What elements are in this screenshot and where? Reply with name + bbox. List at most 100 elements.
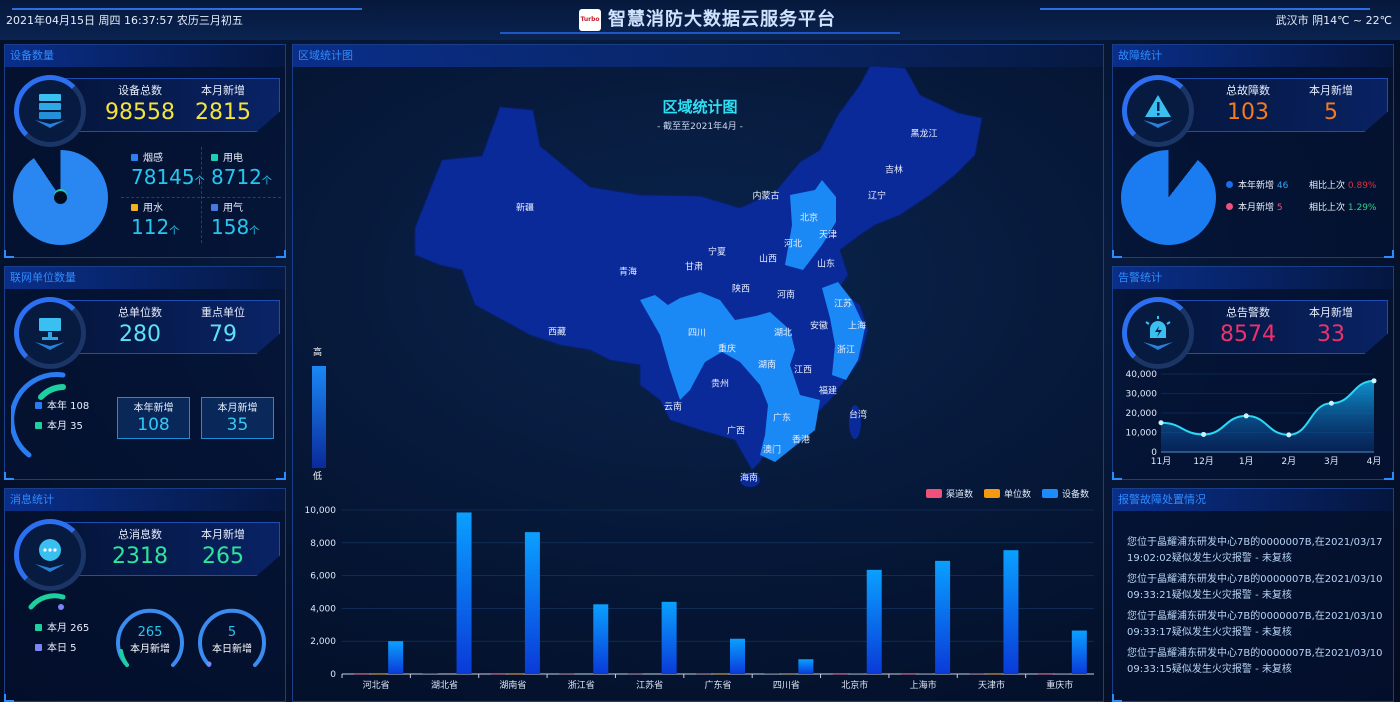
unit-key-value: 79 [209,322,237,347]
message-total-value: 2318 [112,544,168,569]
alarm-message[interactable]: 您位于晶耀浦东研发中心7B的0000007B,在2021/03/10 09:33… [1127,611,1383,638]
units-panel: 联网单位数量 总单位数 280 重点单位 79 本年 108 本月 35 本年新… [4,266,286,480]
header-decor-line [12,8,362,10]
map-label[interactable]: 香港 [791,435,811,446]
bar-0 [1037,673,1053,675]
map-label[interactable]: 内蒙古 [752,191,780,202]
bar-2 [1003,550,1019,674]
map-label[interactable]: 西藏 [547,327,567,338]
map-label[interactable]: 山西 [758,254,778,265]
message-month-label: 本月新增 [201,528,245,541]
device-total-value: 98558 [105,100,175,125]
logo: Turbo [579,9,601,31]
map-label[interactable]: 福建 [818,386,838,397]
data-point [1201,431,1207,437]
device-type-gas: 用气 158个 [211,203,260,239]
area-fill [1161,380,1374,452]
visual-map-high: 高 [313,348,323,358]
fault-pie [1121,150,1216,245]
map-label[interactable]: 黑龙江 [910,129,938,140]
unit-year-box: 本年新增 108 [117,397,190,439]
map-label[interactable]: 新疆 [515,203,535,214]
map-label[interactable]: 陕西 [731,284,751,295]
map-label[interactable]: 天津 [818,230,838,241]
map-label[interactable]: 江西 [793,365,813,376]
x-tick-label: 湖北省 [431,679,458,691]
bar-2 [730,638,745,674]
fault-row-year: 本年新增 46 [1226,180,1288,192]
x-tick-label: 天津市 [978,679,1005,691]
bar-1 [576,673,592,674]
map-label[interactable]: 广东 [772,413,792,424]
bar-2 [935,560,951,674]
bar-1 [713,673,728,675]
alarm-icon-ring [1122,297,1194,369]
legend-label: 设备数 [1062,488,1089,500]
map-subtitle: - 截至至2021年4月 - [657,122,743,132]
alarm-total-value: 8574 [1220,322,1276,347]
message-arc-chart [28,593,66,610]
alarm-message[interactable]: 您位于晶耀浦东研发中心7B的0000007B,在2021/03/17 19:02… [1127,537,1383,564]
alarm-message[interactable]: 您位于晶耀浦东研发中心7B的0000007B,在2021/03/10 09:33… [1127,574,1383,601]
legend-swatch [1042,489,1058,498]
x-tick-label: 11月 [1151,456,1171,467]
device-type-grid: 烟感 78145个 用电 8712个 用水 112个 用气 158个 [121,147,281,243]
arc-month [38,384,66,400]
map-label[interactable]: 云南 [663,402,683,413]
panel-title: 报警故障处置情况 [1113,489,1393,511]
fault-row-month: 本月新增 5 [1226,202,1283,214]
header: 2021年04月15日 周四 16:37:57 农历三月初五 Turbo 智慧消… [0,0,1400,40]
y-tick-label: 40,000 [1126,370,1158,380]
x-tick-label: 江苏省 [636,679,663,691]
map-label[interactable]: 安徽 [809,321,829,332]
x-tick-label: 广东省 [704,679,731,691]
datetime: 2021年04月15日 周四 16:37:57 农历三月初五 [6,14,243,27]
map-label[interactable]: 山东 [816,259,836,270]
fault-compare-month: 相比上次 1.29% [1309,203,1377,213]
map-label[interactable]: 海南 [739,473,759,484]
map-label[interactable]: 广西 [726,426,746,437]
messages-panel: 消息统计 总消息数 2318 本月新增 265 本月 265 本日 5 265 … [4,488,286,702]
panel-title: 区域统计图 [293,45,1103,67]
map-label[interactable]: 浙江 [836,345,856,356]
map-label[interactable]: 甘肃 [684,262,704,273]
bar-0 [422,673,438,675]
bar-0 [969,673,985,675]
map-label[interactable]: 宁夏 [707,247,727,258]
map-label[interactable]: 重庆 [717,344,737,355]
map-label[interactable]: 吉林 [884,165,904,176]
map-label[interactable]: 上海 [847,321,867,332]
bar-0 [901,673,917,675]
device-type-smoke: 烟感 78145个 [131,153,205,189]
map-region-highlight [640,292,820,462]
map-label[interactable]: 湖南 [757,360,777,371]
map-label[interactable]: 河北 [783,239,803,250]
map-label[interactable]: 青海 [618,267,638,278]
y-tick-label: 30,000 [1126,390,1158,400]
bar-1 [986,673,1002,675]
alarm-message[interactable]: 您位于晶耀浦东研发中心7B的0000007B,在2021/03/10 09:33… [1127,648,1383,675]
unit-arc-chart [11,372,66,458]
bar-2 [866,569,882,674]
map-label[interactable]: 湖北 [773,328,793,339]
map-label[interactable]: 澳门 [762,445,782,456]
map-region-highlight [785,180,836,270]
map-label[interactable]: 贵州 [710,379,730,390]
map-label[interactable]: 河南 [776,290,796,301]
map-label[interactable]: 辽宁 [867,191,887,202]
page-title: 智慧消防大数据云服务平台 [608,9,836,30]
map-label[interactable]: 北京 [799,213,819,224]
y-tick-label: 6,000 [310,572,336,582]
bar-2 [798,659,814,674]
server-icon-ring [14,75,86,147]
y-tick-label: 8,000 [310,539,336,549]
bar-1 [644,673,660,674]
bar-2 [388,641,404,674]
monitor-icon [35,318,65,350]
bar-2 [524,532,540,674]
map-label[interactable]: 江苏 [833,299,853,310]
map-label[interactable]: 台湾 [848,410,868,421]
fault-month-label: 本月新增 [1309,84,1353,97]
map-label[interactable]: 四川 [687,328,707,339]
